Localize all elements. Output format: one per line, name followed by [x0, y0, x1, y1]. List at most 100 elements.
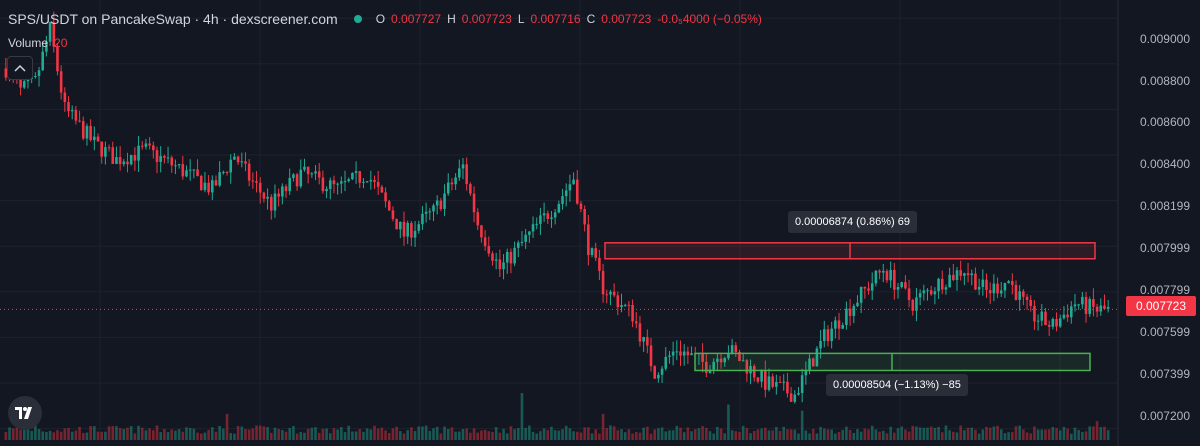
volume-bar [174, 430, 177, 440]
volume-bar [45, 432, 48, 440]
candle-body [516, 242, 520, 248]
current-price-tag: 0.007723 [1126, 296, 1196, 316]
candle-body [904, 282, 907, 289]
volume-bar [789, 429, 793, 440]
volume-bar [524, 427, 527, 440]
candle-body [446, 182, 450, 194]
candle-body [59, 71, 63, 93]
candle-body [524, 234, 527, 242]
volume-bar [1092, 426, 1095, 440]
candle-body [1033, 305, 1036, 322]
candle-body [369, 180, 373, 182]
candle-body [535, 223, 539, 225]
candle-body [174, 165, 177, 167]
volume-bar [30, 430, 33, 440]
volume-bar [96, 431, 100, 440]
volume-bar [483, 429, 487, 440]
candle-body [317, 171, 321, 178]
volume-bar [207, 429, 210, 440]
candle-body [277, 193, 280, 197]
candle-body [56, 46, 59, 72]
volume-bar [192, 428, 196, 440]
candle-body [863, 286, 867, 289]
volume-bar [1051, 427, 1055, 440]
volume-bar [679, 427, 682, 440]
candle-body [491, 253, 494, 261]
candle-body [104, 147, 107, 157]
volume-bar [70, 431, 74, 440]
volume-bar [583, 427, 586, 440]
volume-bar [321, 428, 325, 440]
volume-bar [48, 430, 52, 440]
candle-body [1011, 281, 1014, 285]
candle-body [188, 169, 192, 171]
volume-bar [870, 425, 874, 440]
volume-bar [708, 431, 712, 440]
volume-bar [745, 428, 749, 440]
volume-bar [89, 426, 92, 440]
price-axis-tick: 0.008199 [1139, 199, 1190, 213]
volume-bar [609, 425, 612, 440]
volume-bar [786, 429, 789, 440]
candle-body [948, 274, 951, 288]
candle-body [926, 290, 929, 292]
volume-bar [690, 431, 693, 440]
collapse-legend-button[interactable] [7, 56, 33, 80]
candle-body [177, 164, 181, 166]
candle-body [465, 164, 468, 185]
candle-body [376, 181, 380, 187]
volume-bar [859, 431, 863, 440]
volume-bar [767, 430, 771, 440]
volume-bar [421, 426, 424, 440]
volume-bar [575, 431, 579, 440]
volume-bar [1088, 426, 1092, 440]
volume-bar [900, 426, 903, 440]
volume-bar [428, 431, 432, 440]
candle-body [358, 171, 362, 183]
volume-bar [550, 426, 553, 440]
candle-body [347, 179, 350, 182]
candle-body [741, 360, 745, 362]
volume-bar [199, 433, 203, 440]
volume-bar [295, 433, 299, 440]
candle-body [454, 177, 457, 185]
volume-bar [520, 392, 524, 440]
volume-bar [612, 426, 616, 440]
candle-body [793, 394, 797, 402]
volume-bar [277, 429, 280, 440]
volume-bar [52, 432, 56, 440]
volume-bar [494, 427, 498, 440]
volume-bar [328, 433, 332, 440]
volume-bar [1066, 428, 1069, 440]
volume-bar [952, 431, 955, 440]
candle-body [122, 161, 126, 165]
volume-bar [752, 430, 756, 440]
candle-body [1044, 311, 1047, 325]
candle-body [100, 141, 103, 157]
candle-body [627, 304, 631, 306]
candle-body [328, 180, 332, 189]
volume-bar [185, 427, 188, 440]
candle-body [41, 51, 45, 71]
candle-body [299, 169, 303, 187]
tradingview-logo[interactable] [8, 396, 42, 430]
candle-body [292, 174, 295, 178]
volume-bar [163, 429, 166, 440]
candle-body [199, 176, 203, 191]
volume-bar [262, 426, 266, 440]
candle-body [520, 241, 524, 243]
volume-bar [528, 425, 531, 440]
volume-bar [911, 425, 915, 440]
volume-bar [509, 426, 513, 440]
candle-body [889, 269, 892, 281]
volume-bar [63, 428, 67, 440]
candle-body [848, 308, 852, 316]
volume-bar [67, 427, 70, 440]
candle-body [612, 291, 616, 296]
candle-body [646, 337, 649, 346]
volume-bar [340, 427, 343, 440]
volume-bar [587, 427, 590, 440]
candle-body [907, 288, 911, 300]
